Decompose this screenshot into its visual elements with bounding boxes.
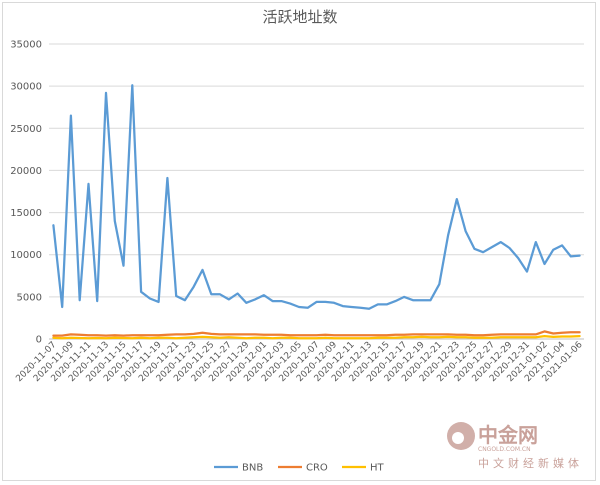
y-tick-label: 10000 [10, 250, 42, 261]
y-tick-label: 30000 [10, 82, 42, 93]
legend-label-bnb: BNB [242, 463, 263, 474]
grid-lines [49, 43, 584, 340]
series-line-cro [52, 330, 581, 337]
watermark-tagline: 中文财经新媒体 [478, 456, 583, 470]
legend: BNB CRO HT [214, 463, 385, 474]
y-tick-label: 20000 [10, 166, 42, 177]
series-line-bnb [52, 84, 581, 310]
watermark-logo: 中金网 CNGOLD.COM.CN 中文财经新媒体 [447, 422, 583, 470]
chart-title: 活跃地址数 [262, 8, 337, 26]
y-tick-label: 5000 [17, 292, 42, 303]
logo-icon-inner [452, 432, 464, 444]
legend-label-ht: HT [370, 463, 385, 474]
x-axis-ticks: 2020-11-072020-11-092020-11-112020-11-13… [14, 340, 584, 384]
y-axis-ticks: 0 5000 10000 15000 20000 25000 30000 35000 [10, 40, 42, 346]
chart-frame [2, 2, 596, 481]
y-tick-label: 0 [36, 335, 42, 346]
series-line-ht [52, 334, 581, 340]
y-tick-label: 15000 [10, 208, 42, 219]
watermark-site: CNGOLD.COM.CN [478, 446, 531, 453]
y-tick-label: 25000 [10, 124, 42, 135]
series-lines [52, 84, 581, 340]
y-tick-label: 35000 [10, 40, 42, 51]
legend-label-cro: CRO [306, 463, 328, 474]
watermark-name: 中金网 [478, 423, 538, 447]
